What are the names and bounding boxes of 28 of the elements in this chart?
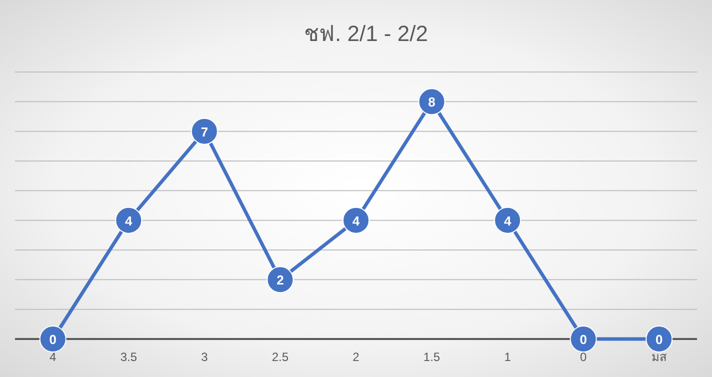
point bbox=[342, 206, 370, 234]
x-tick-label: มส bbox=[652, 350, 668, 364]
x-tick-label: 2 bbox=[352, 350, 360, 364]
x-tick-label: 0 bbox=[580, 350, 587, 364]
point bbox=[39, 326, 66, 352]
point bbox=[570, 326, 597, 352]
x-tick-label: 1 bbox=[504, 350, 512, 364]
data-label: 8 bbox=[428, 94, 436, 110]
data-label: 0 bbox=[655, 332, 663, 347]
data-label: 0 bbox=[49, 332, 57, 347]
x-tick-label: 1.5 bbox=[423, 350, 440, 364]
x-tick-label: 3 bbox=[201, 350, 208, 364]
point bbox=[646, 326, 673, 352]
data-label: 0 bbox=[580, 332, 587, 347]
point bbox=[190, 118, 218, 145]
data-label: 4 bbox=[352, 213, 360, 228]
data-label: 4 bbox=[125, 213, 134, 228]
data-label: 2 bbox=[276, 272, 284, 288]
chart-title: ชฟ. 2/1 - 2/2 bbox=[304, 21, 428, 46]
x-tick-label: 4 bbox=[50, 350, 57, 364]
data-label: 4 bbox=[504, 213, 512, 228]
x-tick-label: 3.5 bbox=[120, 350, 138, 364]
x-tick-label: 2.5 bbox=[272, 350, 289, 364]
point bbox=[266, 266, 294, 294]
point bbox=[115, 206, 142, 234]
data-label: 7 bbox=[200, 124, 208, 140]
point bbox=[494, 206, 522, 234]
point bbox=[418, 88, 446, 116]
